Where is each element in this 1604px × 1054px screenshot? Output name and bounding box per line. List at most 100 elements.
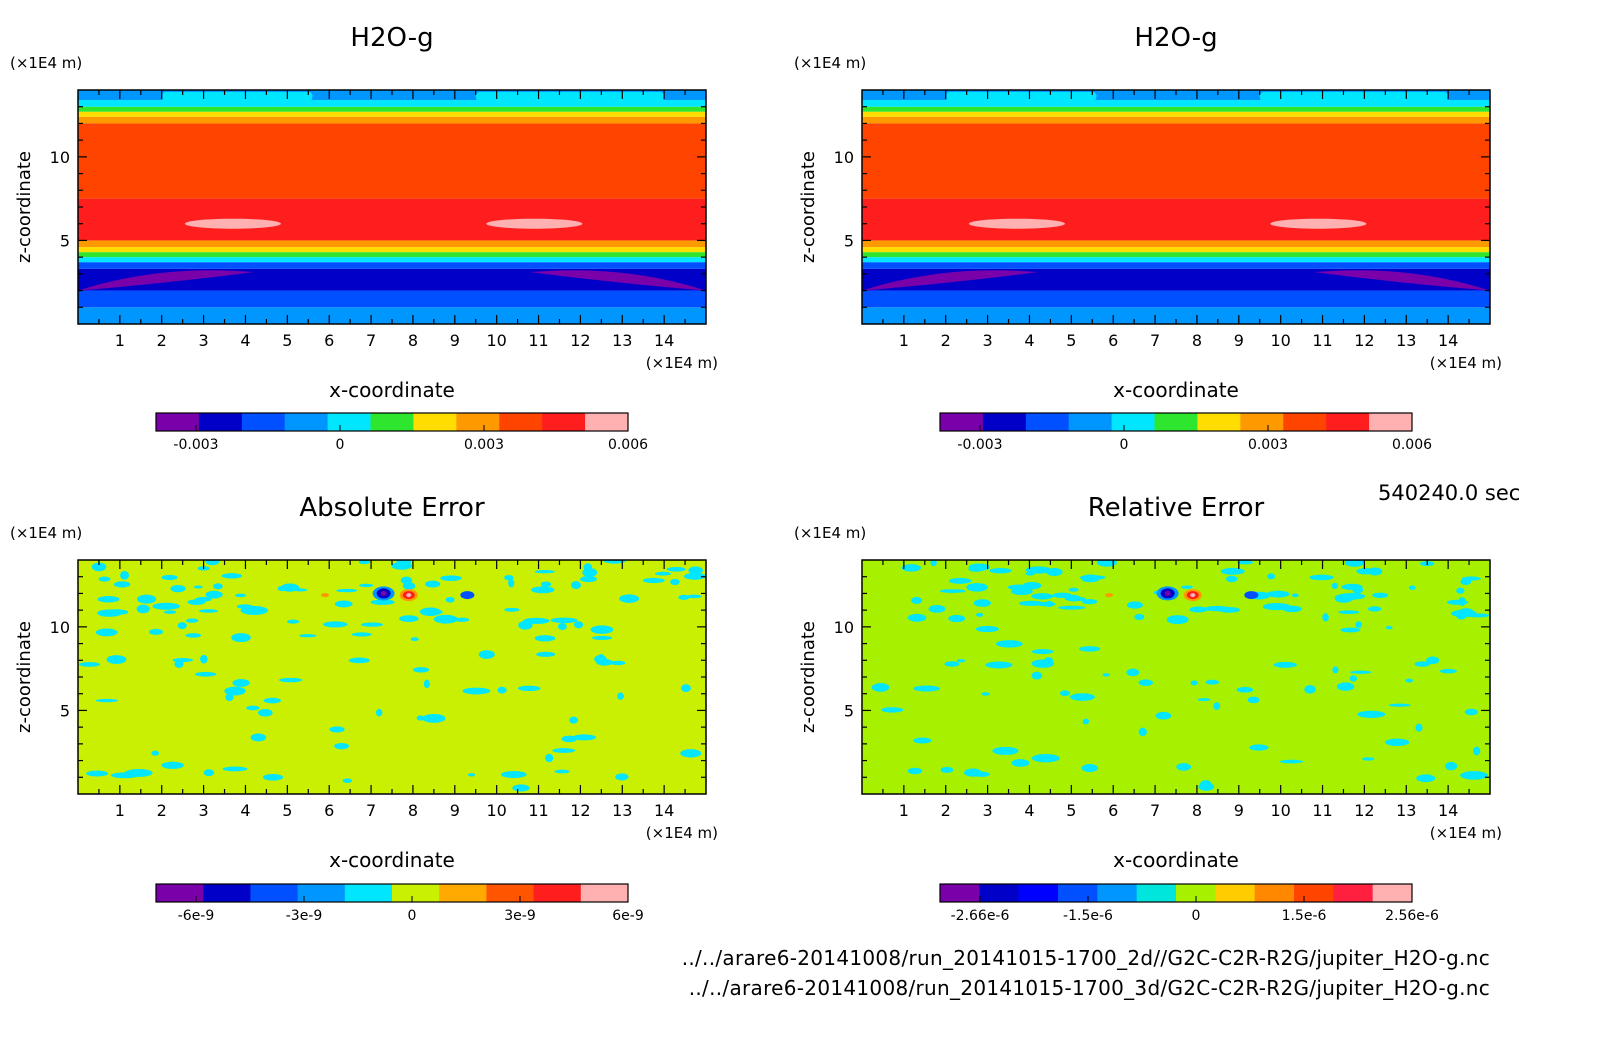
x-tick-label: 14 xyxy=(1438,331,1458,350)
y-tick-label: 5 xyxy=(60,231,70,250)
error-patch xyxy=(1408,585,1416,590)
x-tick-label: 4 xyxy=(1024,331,1034,350)
error-patch xyxy=(231,633,251,643)
error-patch xyxy=(497,686,507,694)
h2o-band-7 xyxy=(78,240,706,248)
error-patch xyxy=(1416,774,1436,783)
error-patch xyxy=(1200,780,1212,789)
error-patch xyxy=(1282,605,1302,613)
error-patch xyxy=(419,607,442,616)
error-patch xyxy=(1340,627,1361,633)
colorbar-swatch xyxy=(1058,884,1098,902)
x-tick-label: 1 xyxy=(899,801,909,820)
error-patch xyxy=(545,753,554,763)
error-patch xyxy=(1031,753,1060,763)
error-patch xyxy=(940,766,954,773)
h2o-band-1 xyxy=(78,290,706,308)
error-patch xyxy=(1102,673,1110,677)
x-tick-label: 6 xyxy=(324,801,334,820)
colorbar-tick-label: -0.003 xyxy=(173,437,218,453)
colorbar-swatch xyxy=(542,413,586,431)
colorbar-swatch xyxy=(1176,884,1216,902)
error-patch xyxy=(1018,600,1044,606)
colorbar-swatch xyxy=(370,413,414,431)
error-patch xyxy=(1460,771,1488,780)
error-patch xyxy=(1080,574,1100,583)
error-patch xyxy=(423,679,430,689)
error-patch xyxy=(573,621,584,629)
error-patch xyxy=(1279,759,1304,764)
error-patch xyxy=(246,705,260,711)
h2o-max-left xyxy=(968,218,1065,229)
colorbar-swatch xyxy=(1215,884,1256,902)
error-patch xyxy=(1362,757,1375,761)
error-patch xyxy=(359,583,374,588)
x-tick-label: 2 xyxy=(941,801,951,820)
y-tick-label: 5 xyxy=(844,231,854,250)
error-patch xyxy=(1237,560,1254,565)
error-patch xyxy=(410,637,419,642)
error-patch xyxy=(617,692,624,700)
colorbar-swatch xyxy=(1018,884,1059,902)
plot-field xyxy=(862,90,1490,324)
footer-path-3d: ../../arare6-20141008/run_20141015-1700_… xyxy=(688,976,1490,1000)
error-patch xyxy=(1247,696,1260,704)
error-patch xyxy=(148,628,163,635)
colorbar-swatch xyxy=(1136,884,1177,902)
h2o-low-left xyxy=(78,270,254,291)
error-patch xyxy=(103,609,129,615)
x-tick-label: 11 xyxy=(528,331,548,350)
x-tick-label: 13 xyxy=(1396,331,1416,350)
colorbar-swatch xyxy=(198,413,243,431)
error-patch xyxy=(591,635,613,640)
y-tick-label: 10 xyxy=(50,618,70,637)
colorbar-swatch xyxy=(1372,884,1413,902)
error-patch xyxy=(1415,723,1423,732)
error-patch xyxy=(901,564,921,572)
error-patch xyxy=(194,597,212,602)
error-max-secondary xyxy=(1105,593,1114,598)
colorbar-swatch xyxy=(1333,884,1374,902)
y-unit-label: (×1E4 m) xyxy=(10,54,82,72)
error-patch xyxy=(948,577,972,584)
error-patch xyxy=(263,697,282,704)
colorbar: -0.003 0 0.003 0.006 xyxy=(939,412,1432,453)
error-patch xyxy=(280,583,300,592)
error-patch xyxy=(1031,671,1043,680)
error-patch xyxy=(1332,666,1339,674)
error-patch xyxy=(1344,560,1365,567)
error-patch xyxy=(907,767,923,775)
x-tick-label: 10 xyxy=(486,801,506,820)
colorbar-swatch xyxy=(297,884,346,902)
error-patch xyxy=(478,650,495,659)
error-patch xyxy=(172,657,194,663)
colorbar-swatch xyxy=(250,884,299,902)
error-field xyxy=(78,560,706,794)
x-axis-label: x-coordinate xyxy=(329,378,455,402)
h2o-band-13 xyxy=(78,100,706,107)
error-patch xyxy=(106,655,127,664)
colorbar-tick-label: 3e-9 xyxy=(504,908,535,924)
colorbar-tick-label: 0.006 xyxy=(608,437,648,453)
error-patch xyxy=(956,659,966,663)
error-patch xyxy=(1190,680,1198,686)
x-tick-label: 5 xyxy=(1066,801,1076,820)
error-patch xyxy=(1473,746,1481,756)
error-patch xyxy=(299,634,317,638)
error-patch xyxy=(1458,597,1466,606)
h2o-band-13 xyxy=(862,100,1490,107)
h2o-band-11 xyxy=(862,111,1490,117)
h2o-band-0 xyxy=(862,307,1490,324)
error-patch xyxy=(1197,698,1211,702)
error-patch xyxy=(257,708,273,717)
colorbar-swatch xyxy=(1326,413,1370,431)
error-patch xyxy=(1213,702,1221,710)
x-tick-label: 11 xyxy=(528,801,548,820)
h2o-band-4 xyxy=(78,257,706,263)
h2o-band-12 xyxy=(78,106,706,112)
error-patch xyxy=(1405,678,1414,683)
error-patch xyxy=(1439,668,1457,674)
